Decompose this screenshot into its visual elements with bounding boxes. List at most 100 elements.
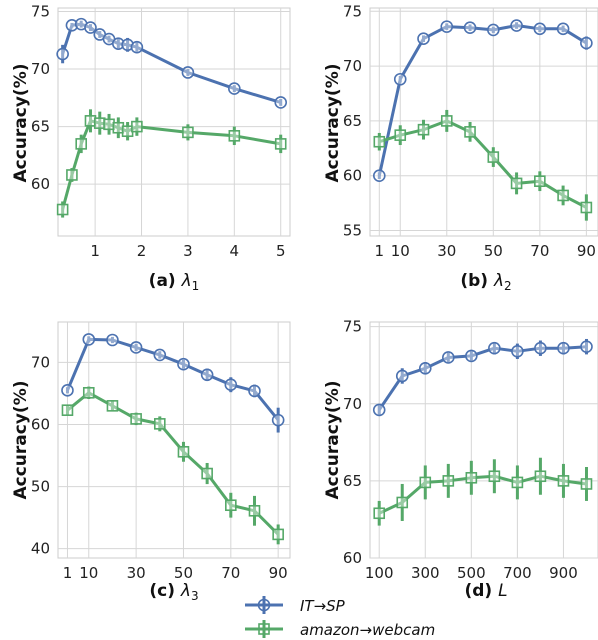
data-point xyxy=(112,37,125,50)
data-point xyxy=(372,403,386,417)
data-point xyxy=(556,22,570,36)
legend-item-it-sp: IT→SP xyxy=(245,596,346,615)
data-point xyxy=(130,40,144,54)
data-point xyxy=(580,201,593,214)
series-line xyxy=(378,119,588,209)
data-point xyxy=(440,115,453,127)
data-point xyxy=(373,507,386,520)
y-tick-label: 65 xyxy=(31,118,50,136)
x-tick-label: 100 xyxy=(365,564,394,582)
y-tick-label: 70 xyxy=(343,395,362,413)
x-tick-label: 10 xyxy=(79,564,98,582)
data-point xyxy=(463,21,477,35)
data-point xyxy=(82,333,96,346)
y-axis-label: Accuracy(%) xyxy=(11,64,31,183)
panel-caption: (b) λ2 xyxy=(460,271,511,293)
data-point xyxy=(464,126,476,138)
data-point xyxy=(511,476,524,489)
data-point xyxy=(153,348,167,362)
x-tick-label: 4 xyxy=(230,242,240,260)
data-point xyxy=(533,22,547,36)
y-tick-label: 60 xyxy=(343,167,362,185)
panel-caption: (c) λ3 xyxy=(149,581,198,603)
data-point xyxy=(580,478,593,490)
y-tick-label: 75 xyxy=(31,2,50,20)
x-tick-label: 900 xyxy=(549,564,578,582)
x-tick-label: 300 xyxy=(411,564,440,582)
series-amazon-webcam xyxy=(373,109,593,221)
data-point xyxy=(418,361,432,375)
data-point xyxy=(396,496,409,509)
panel-caption: (a) λ1 xyxy=(149,271,200,293)
data-point xyxy=(393,72,407,86)
series-line xyxy=(378,474,587,515)
data-point xyxy=(534,175,546,187)
data-point xyxy=(201,467,213,480)
data-point xyxy=(488,341,501,355)
data-point xyxy=(394,129,407,141)
data-point xyxy=(510,177,523,190)
x-tick-label: 700 xyxy=(503,564,532,582)
chart-panel-2: 1 10 30 50 70 90 55 60 65 70 75 Accuracy(%) (b) λ2 xyxy=(323,2,598,293)
series-it-sp xyxy=(61,333,285,433)
series-amazon-webcam xyxy=(61,386,284,545)
y-tick-label: 40 xyxy=(31,540,50,558)
data-point xyxy=(225,499,237,512)
series-line xyxy=(66,391,280,536)
plot-area xyxy=(369,321,598,559)
chart-panel-1: 1 2 3 4 5 60 65 70 75 Accuracy(%) (a) λ1 xyxy=(11,2,291,293)
y-tick-label: 50 xyxy=(31,478,50,496)
data-point xyxy=(228,82,241,95)
data-point xyxy=(65,18,79,32)
x-tick-label: 70 xyxy=(221,564,240,582)
data-point xyxy=(61,404,74,416)
data-point xyxy=(534,341,547,355)
x-tick-label: 90 xyxy=(269,564,288,582)
x-tick-label: 30 xyxy=(437,242,456,260)
data-point xyxy=(442,351,455,364)
x-tick-label: 2 xyxy=(137,242,147,260)
data-point xyxy=(61,384,74,397)
data-point xyxy=(84,21,97,34)
data-point xyxy=(373,135,386,148)
data-point xyxy=(82,386,95,399)
data-point xyxy=(106,333,119,347)
x-tick-label: 500 xyxy=(457,564,486,582)
legend-marker-it-sp xyxy=(257,598,271,612)
x-tick-label: 50 xyxy=(484,242,503,260)
y-axis-label: Accuracy(%) xyxy=(323,64,343,183)
x-tick-label: 1 xyxy=(63,564,73,582)
data-point xyxy=(417,123,430,136)
data-point xyxy=(274,138,287,150)
data-point xyxy=(177,357,190,371)
data-point xyxy=(129,341,143,354)
data-point xyxy=(248,504,261,517)
x-tick-label: 70 xyxy=(530,242,549,260)
data-point xyxy=(510,19,523,32)
x-tick-label: 30 xyxy=(127,564,146,582)
series-amazon-webcam xyxy=(373,457,593,526)
data-point xyxy=(181,66,195,79)
plot-area xyxy=(369,7,598,237)
data-point xyxy=(106,400,119,412)
data-point xyxy=(248,384,261,398)
data-point xyxy=(557,475,570,487)
data-point xyxy=(557,189,569,202)
series-it-sp xyxy=(372,338,593,417)
chart-panel-4: 100 300 500 700 900 60 65 70 75 Accuracy(%) (d) L xyxy=(323,318,598,601)
legend-item-amazon-webcam: amazon→webcam xyxy=(245,620,435,639)
data-point xyxy=(153,418,166,430)
x-tick-label: 3 xyxy=(183,242,193,260)
data-point xyxy=(272,528,284,541)
legend-label-it-sp: IT→SP xyxy=(300,597,346,615)
data-point xyxy=(487,23,500,37)
series-it-sp xyxy=(373,19,593,183)
legend-marker-amazon-webcam xyxy=(258,623,270,635)
y-tick-label: 60 xyxy=(343,549,362,567)
x-tick-label: 10 xyxy=(391,242,410,260)
series-line xyxy=(66,337,280,422)
series-line xyxy=(377,345,587,411)
y-tick-label: 60 xyxy=(31,415,50,433)
y-tick-label: 65 xyxy=(343,472,362,490)
x-tick-label: 90 xyxy=(577,242,596,260)
